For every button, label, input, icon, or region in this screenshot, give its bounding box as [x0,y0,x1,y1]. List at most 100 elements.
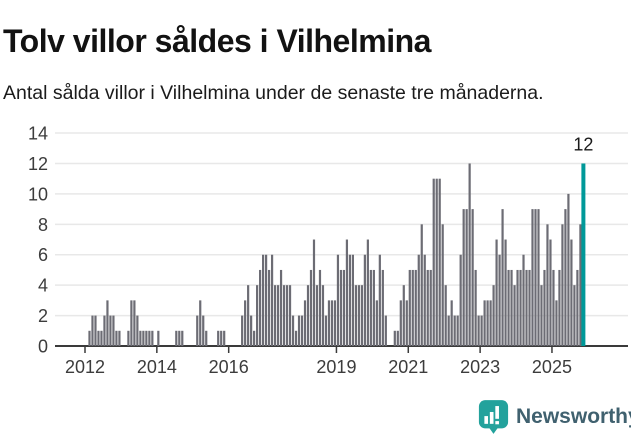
y-axis-label: 2 [38,306,48,326]
bar [324,315,328,346]
bar [405,300,408,346]
bar [151,330,154,346]
bar [399,300,402,346]
bar [253,330,256,346]
bar [501,209,504,346]
bar [420,224,423,346]
bar [522,254,525,346]
bar [312,239,316,346]
bar [220,330,223,346]
bar [369,269,372,346]
bar [543,269,546,346]
bar [450,300,453,346]
bar [558,269,561,346]
bar [294,330,298,346]
bar [366,239,369,346]
bar [453,315,456,346]
bar [363,254,366,346]
bar [441,224,444,346]
bar [241,315,244,346]
bar [408,269,411,346]
bar [178,330,181,346]
bar [573,285,576,346]
bar [145,330,148,346]
bar [438,178,441,346]
bar [498,254,501,346]
bar [148,330,151,346]
bar [94,315,97,346]
bar [402,285,405,346]
bar [534,209,537,346]
bar [262,254,265,346]
bar [300,315,304,346]
highlight-bar [581,163,586,346]
bar [426,269,429,346]
brand-name: Newsworthy [516,405,631,428]
bar [555,300,558,346]
bar [139,330,142,346]
y-axis-label: 6 [38,245,48,265]
bar [285,285,289,346]
bar [507,269,510,346]
bar [339,269,343,346]
bar [259,269,262,346]
bar [330,300,334,346]
newsworthy-icon [478,400,509,434]
bar [348,254,352,346]
bar [414,269,417,346]
bar [100,330,103,346]
bar [477,315,480,346]
bar [510,269,513,346]
bar [318,269,322,346]
bar [103,315,106,346]
bar [378,254,381,346]
bar [303,300,307,346]
bar [435,178,438,346]
bar [462,209,465,346]
bar [250,315,253,346]
bar [396,330,399,346]
bar [112,315,115,346]
bar [540,285,543,346]
bar [567,193,570,346]
bar [199,300,202,346]
bar [465,209,468,346]
bar [456,315,459,346]
x-axis-label: 2025 [532,357,572,377]
bar [528,269,531,346]
bar [297,315,301,346]
bar [474,269,477,346]
bar [291,315,295,346]
bar [276,285,280,346]
x-axis-label: 2019 [316,357,356,377]
bar [321,285,325,346]
bar [175,330,178,346]
bar [351,254,354,346]
bar [88,330,91,346]
bar [513,285,516,346]
x-axis-label: 2021 [388,357,428,377]
bar [309,269,313,346]
bar [576,269,579,346]
bar [288,285,292,346]
bar [327,300,331,346]
bar [282,285,286,346]
bar [279,269,283,346]
bar [109,315,112,346]
bar [417,254,420,346]
bar [267,269,271,346]
page-title: Tolv villor såldes i Vilhelmina [3,23,431,60]
bar [345,239,349,346]
bar [486,300,489,346]
bar [315,285,319,346]
newsworthy-logo-link[interactable]: Newsworthy [478,400,631,434]
bar [492,285,495,346]
bar [333,300,337,346]
bar [265,254,268,346]
bar [495,239,498,346]
bar [375,300,378,346]
bar [202,315,205,346]
bar [247,285,250,346]
bar [97,330,100,346]
bar [157,330,160,346]
